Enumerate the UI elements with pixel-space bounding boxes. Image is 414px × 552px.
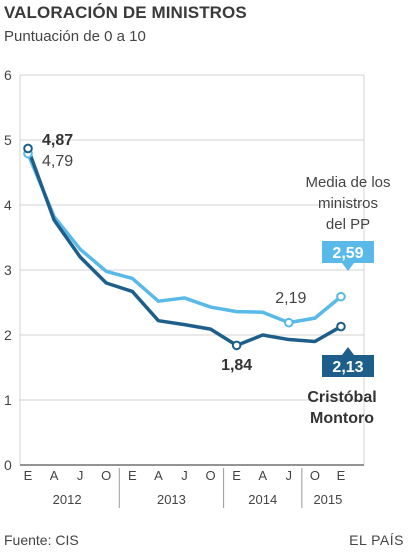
y-tick-label: 3 bbox=[4, 262, 12, 278]
y-tick-label: 5 bbox=[4, 132, 12, 148]
y-tick-label: 6 bbox=[4, 67, 12, 83]
x-tick-label: E bbox=[337, 468, 346, 483]
point-media-min bbox=[284, 317, 294, 328]
year-label: 2015 bbox=[313, 492, 342, 507]
source-note: Fuente: CIS bbox=[4, 532, 79, 548]
data-label-media-start: 4,79 bbox=[42, 153, 73, 170]
data-label-montoro-end: 2,13 bbox=[332, 359, 363, 376]
year-label: 2012 bbox=[53, 492, 82, 507]
x-tick-label: E bbox=[24, 468, 33, 483]
x-tick-label: A bbox=[50, 468, 59, 483]
x-tick-label: O bbox=[101, 468, 111, 483]
point-montoro-end bbox=[336, 321, 346, 332]
data-label-media-end: 2,59 bbox=[332, 245, 363, 262]
line-chart: 0 1 2 3 4 5 6 E A J O E A J O E A J O E 2012 2013 2014 2015 4,87… bbox=[4, 67, 391, 508]
point-montoro-start bbox=[23, 143, 33, 154]
chart-subtitle: Puntuación de 0 a 10 bbox=[4, 28, 146, 45]
x-tick-label: J bbox=[181, 468, 188, 483]
x-tick-label: J bbox=[286, 468, 293, 483]
data-label-media-min: 2,19 bbox=[275, 290, 306, 307]
point-media-end bbox=[336, 291, 346, 302]
series-label-montoro: Cristóbal bbox=[307, 389, 376, 406]
year-label: 2013 bbox=[157, 492, 186, 507]
year-label: 2014 bbox=[248, 492, 277, 507]
y-tick-label: 1 bbox=[4, 392, 12, 408]
series-line-montoro bbox=[26, 146, 343, 348]
series-label-media: Media de los bbox=[305, 174, 390, 191]
y-tick-label: 2 bbox=[4, 327, 12, 343]
x-tick-label: O bbox=[205, 468, 215, 483]
data-label-media-end-box bbox=[322, 241, 374, 263]
publisher-logo: EL PAÍS bbox=[349, 532, 404, 548]
series-label-montoro: Montoro bbox=[310, 410, 374, 427]
chart-title: VALORACIÓN DE MINISTROS bbox=[4, 3, 247, 22]
x-tick-label: E bbox=[232, 468, 241, 483]
point-montoro-min bbox=[231, 340, 242, 351]
x-tick-label: E bbox=[128, 468, 137, 483]
data-label-montoro-end-pointer bbox=[342, 347, 354, 355]
x-tick-label: A bbox=[154, 468, 163, 483]
x-tick-label: O bbox=[310, 468, 320, 483]
y-tick-label: 4 bbox=[4, 197, 12, 213]
series-label-media: del PP bbox=[326, 216, 370, 233]
x-tick-label: A bbox=[258, 468, 267, 483]
data-label-montoro-start: 4,87 bbox=[42, 132, 73, 149]
series-label-media: ministros bbox=[318, 195, 378, 212]
data-label-media-end-pointer bbox=[342, 263, 354, 271]
data-label-montoro-min: 1,84 bbox=[221, 357, 252, 374]
data-label-montoro-end-box bbox=[322, 355, 374, 377]
x-tick-label: J bbox=[77, 468, 84, 483]
y-tick-label: 0 bbox=[4, 457, 12, 473]
